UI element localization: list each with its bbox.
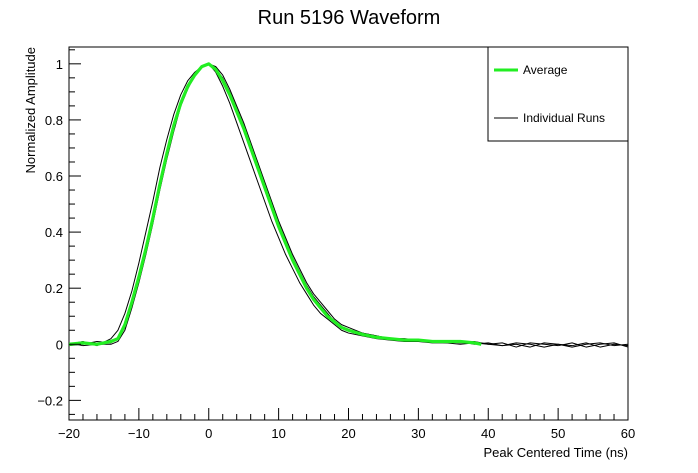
legend-label-individual-runs: Individual Runs <box>523 111 605 125</box>
y-tick-label: 0.8 <box>45 113 63 128</box>
legend-box <box>487 46 629 142</box>
x-tick-label: 20 <box>341 426 355 441</box>
y-tick-label: 0.2 <box>45 281 63 296</box>
y-axis-label: Normalized Amplitude <box>23 47 38 173</box>
x-tick-label: 40 <box>481 426 495 441</box>
y-tick-label: −0.2 <box>37 393 63 408</box>
x-axis-label: Peak Centered Time (ns) <box>483 445 628 460</box>
x-tick-label: 10 <box>271 426 285 441</box>
x-tick-label: 0 <box>205 426 212 441</box>
legend: Average Individual Runs <box>487 46 629 142</box>
x-tick-label: −10 <box>128 426 150 441</box>
average-series-line <box>69 62 482 346</box>
x-tick-label: 30 <box>411 426 425 441</box>
legend-label-average: Average <box>523 63 568 77</box>
x-tick-label: −20 <box>58 426 80 441</box>
y-tick-label: 0.4 <box>45 225 63 240</box>
y-tick-label: 1 <box>56 57 63 72</box>
individual-run-series-line <box>69 63 628 348</box>
chart-title: Run 5196 Waveform <box>258 7 441 29</box>
x-tick-label: 60 <box>621 426 635 441</box>
x-tick-label: 50 <box>551 426 565 441</box>
y-tick-label: 0.6 <box>45 169 63 184</box>
y-tick-label: 0 <box>56 337 63 352</box>
